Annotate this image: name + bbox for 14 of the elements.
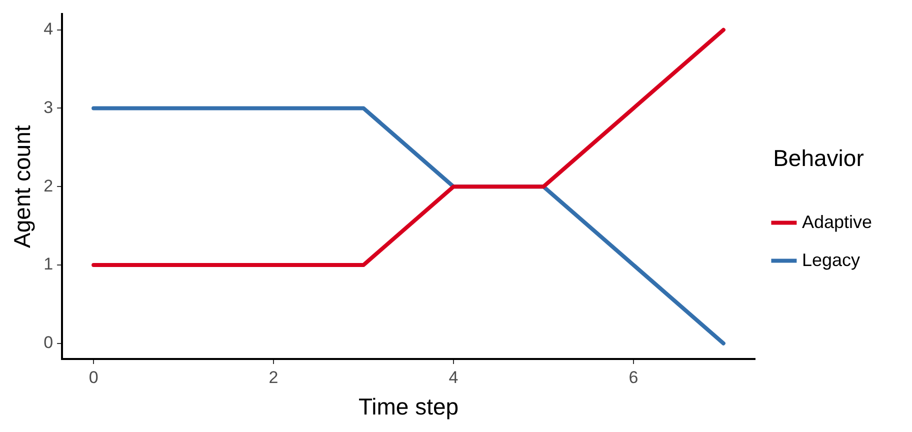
legend-label: Adaptive — [802, 212, 872, 232]
y-tick-label: 4 — [44, 20, 54, 39]
x-axis-title: Time step — [358, 394, 459, 420]
legend-label: Legacy — [802, 250, 860, 270]
y-tick-label: 3 — [44, 98, 54, 117]
x-tick-label: 4 — [448, 368, 458, 387]
x-tick-label: 2 — [268, 368, 278, 387]
y-tick-label: 0 — [44, 333, 54, 352]
y-tick-label: 2 — [44, 176, 54, 196]
y-axis-title: Agent count — [9, 124, 36, 248]
x-tick-label: 0 — [88, 368, 98, 387]
x-tick-label: 6 — [628, 368, 638, 387]
legend-title: Behavior — [773, 145, 864, 172]
y-tick-label: 1 — [44, 254, 54, 274]
